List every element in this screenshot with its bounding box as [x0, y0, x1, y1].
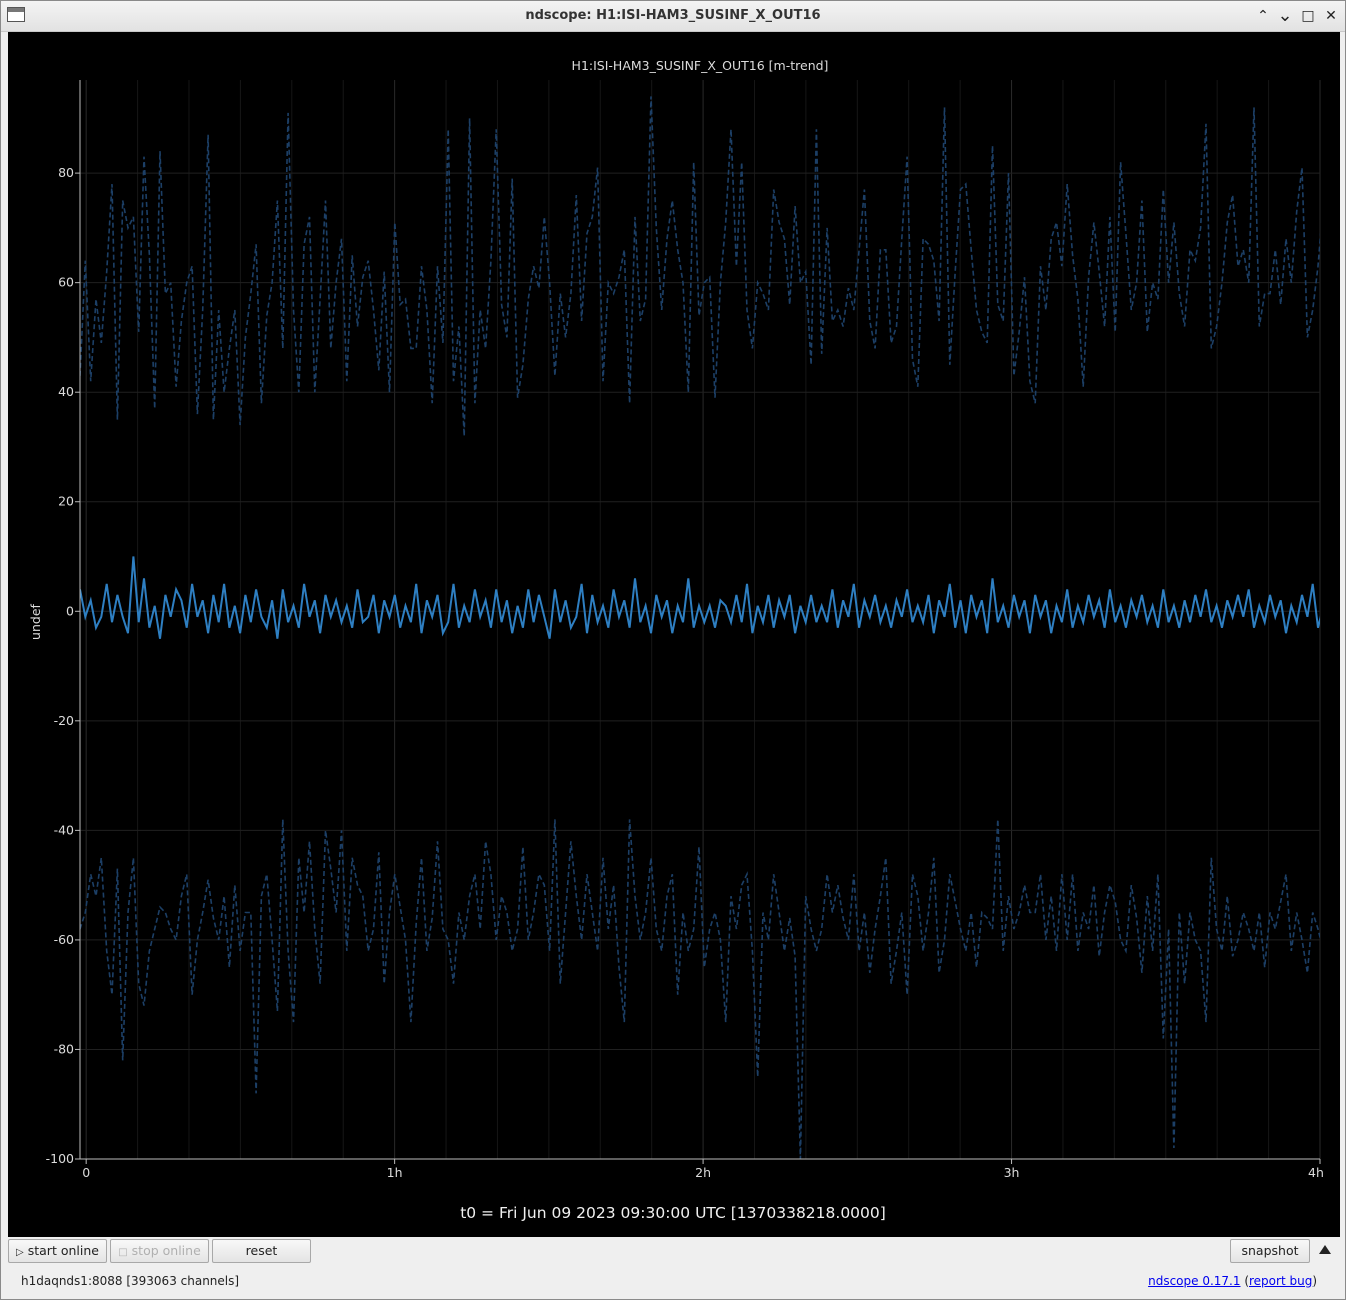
- window-title: ndscope: H1:ISI-HAM3_SUSINF_X_OUT16: [525, 8, 821, 23]
- trend-plot[interactable]: 80 60 40 20 0 -20 -40 -60 -80 -100 0 1h 2h 3h 4h H1:IS…: [8, 32, 1340, 1237]
- series-layer: [80, 96, 1320, 1159]
- start-online-label: start online: [27, 1243, 99, 1258]
- stop-icon: □: [118, 1247, 128, 1258]
- status-bar: h1daqnds1:8088 [393063 channels] ndscope…: [1, 1268, 1345, 1296]
- y-tick-label: -80: [54, 1041, 74, 1056]
- window-menu-icon[interactable]: [7, 7, 25, 22]
- t0-label: t0 = Fri Jun 09 2023 09:30:00 UTC [13703…: [460, 1204, 886, 1222]
- y-tick-label: -20: [54, 713, 74, 728]
- stop-online-button[interactable]: □ stop online: [110, 1239, 209, 1263]
- y-tick-label: 20: [58, 494, 74, 509]
- control-bar: ▷ start online □ stop online reset snapsho…: [1, 1238, 1345, 1268]
- snapshot-button[interactable]: snapshot: [1230, 1239, 1310, 1263]
- series-min: [80, 819, 1320, 1159]
- help-context-icon[interactable]: ⌃: [1257, 8, 1269, 24]
- title-bar[interactable]: ndscope: H1:ISI-HAM3_SUSINF_X_OUT16 ⌃ ⌄ …: [1, 1, 1345, 32]
- collapse-toolbar-icon[interactable]: [1319, 1245, 1331, 1254]
- y-axis-label: undef: [28, 603, 43, 639]
- close-icon[interactable]: ✕: [1325, 8, 1337, 24]
- x-tick-label: 3h: [1004, 1165, 1020, 1180]
- y-tick-label: -40: [54, 822, 74, 837]
- version-link[interactable]: ndscope 0.17.1: [1148, 1274, 1241, 1288]
- y-tick-label: -60: [54, 932, 74, 947]
- y-tick-label: 60: [58, 275, 74, 290]
- x-tick-label: 2h: [695, 1165, 711, 1180]
- start-online-button[interactable]: ▷ start online: [8, 1239, 107, 1263]
- plot-area[interactable]: 80 60 40 20 0 -20 -40 -60 -80 -100 0 1h 2h 3h 4h H1:IS…: [8, 32, 1340, 1237]
- paren-open: (: [1240, 1274, 1249, 1288]
- paren-close: ): [1312, 1274, 1317, 1288]
- axes: 80 60 40 20 0 -20 -40 -60 -80 -100 0 1h 2h 3h 4h: [46, 80, 1324, 1180]
- series-mean: [80, 556, 1320, 639]
- server-status: h1daqnds1:8088 [393063 channels]: [21, 1274, 240, 1288]
- x-tick-label: 1h: [387, 1165, 403, 1180]
- minimize-icon[interactable]: ⌄: [1277, 5, 1293, 26]
- y-tick-label: 0: [66, 603, 74, 618]
- y-tick-label: -100: [46, 1151, 74, 1166]
- y-tick-label: 80: [58, 165, 74, 180]
- maximize-icon[interactable]: □: [1301, 8, 1315, 24]
- version-info: ndscope 0.17.1 (report bug): [1148, 1274, 1317, 1288]
- play-icon: ▷: [16, 1247, 24, 1258]
- x-tick-label: 0: [82, 1165, 90, 1180]
- grid: [80, 80, 1321, 1160]
- y-tick-label: 40: [58, 384, 74, 399]
- x-tick-label: 4h: [1308, 1165, 1324, 1180]
- chart-title: H1:ISI-HAM3_SUSINF_X_OUT16 [m-trend]: [572, 58, 829, 73]
- stop-online-label: stop online: [131, 1243, 201, 1258]
- series-max: [80, 96, 1320, 437]
- reset-button[interactable]: reset: [212, 1239, 311, 1263]
- report-bug-link[interactable]: report bug: [1249, 1274, 1313, 1288]
